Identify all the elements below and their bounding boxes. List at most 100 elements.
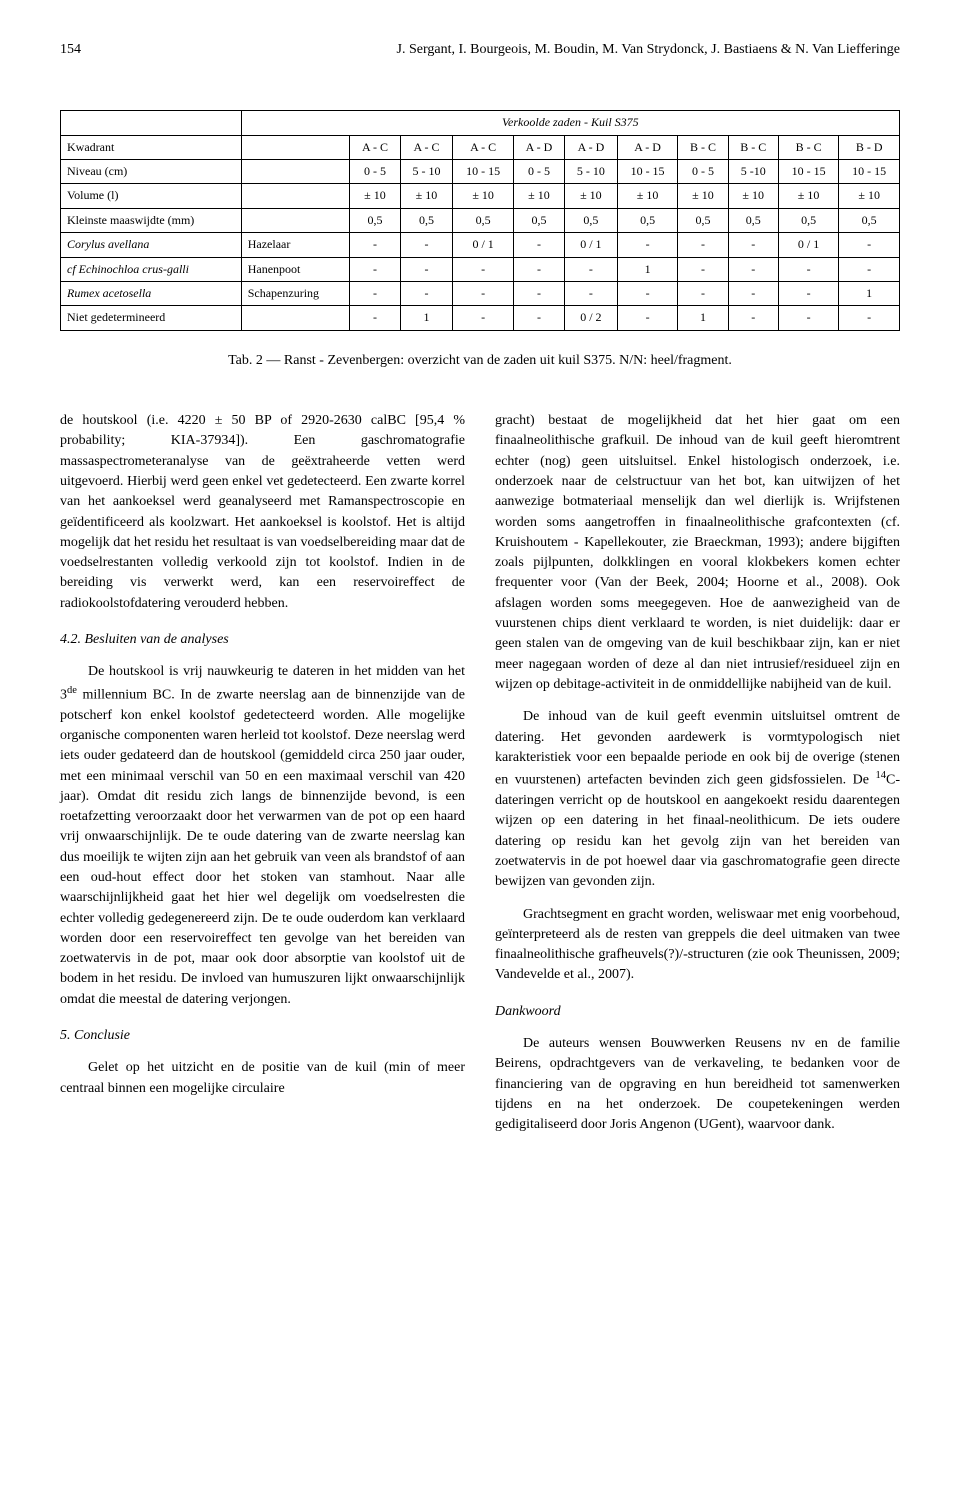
table-cell: - (400, 257, 453, 281)
table-cell: A - D (565, 135, 618, 159)
table-cell: - (728, 306, 778, 330)
table-cell: - (400, 233, 453, 257)
table-cell: A - C (453, 135, 514, 159)
table-cell: 0,5 (839, 208, 900, 232)
table-cell: ± 10 (400, 184, 453, 208)
table-cell: - (778, 257, 839, 281)
table-caption: Tab. 2 — Ranst - Zevenbergen: overzicht … (60, 351, 900, 371)
table-cell: - (778, 282, 839, 306)
table-cell: B - C (728, 135, 778, 159)
table-cell: 0,5 (513, 208, 564, 232)
table-cell: 0,5 (350, 208, 400, 232)
table-cell: 10 - 15 (778, 160, 839, 184)
table-cell: 0,5 (453, 208, 514, 232)
table-cell: 0 - 5 (678, 160, 728, 184)
table-title: Verkoolde zaden - Kuil S375 (241, 111, 899, 135)
dankwoord-heading: Dankwoord (495, 1002, 900, 1022)
table-cell: - (453, 257, 514, 281)
table-cell: B - D (839, 135, 900, 159)
species-latin: cf Echinochloa crus-galli (61, 257, 242, 281)
table-cell: 10 - 15 (453, 160, 514, 184)
table-cell: 0 / 2 (565, 306, 618, 330)
section-heading-5: 5. Conclusie (60, 1026, 465, 1046)
table-cell: ± 10 (350, 184, 400, 208)
body-paragraph: De auteurs wensen Bouwwerken Reusens nv … (495, 1034, 900, 1135)
table-cell: 0,5 (565, 208, 618, 232)
table-cell: - (565, 257, 618, 281)
table-cell: 5 -10 (728, 160, 778, 184)
running-header: 154 J. Sergant, I. Bourgeois, M. Boudin,… (60, 40, 900, 60)
row-label-volume: Volume (l) (61, 184, 242, 208)
table-cell: - (350, 306, 400, 330)
body-paragraph: gracht) bestaat de mogelijkheid dat het … (495, 411, 900, 695)
running-head-authors: J. Sergant, I. Bourgeois, M. Boudin, M. … (397, 40, 900, 60)
table-cell: - (513, 282, 564, 306)
row-label-kwadrant: Kwadrant (61, 135, 242, 159)
table-cell: - (617, 233, 678, 257)
table-cell: - (778, 306, 839, 330)
table-cell: - (513, 257, 564, 281)
text-span: millennium BC. In de zwarte neerslag aan… (60, 687, 465, 1006)
table-cell: ± 10 (617, 184, 678, 208)
table-cell: 0,5 (400, 208, 453, 232)
table-cell: 0,5 (728, 208, 778, 232)
table-cell: - (400, 282, 453, 306)
table-cell: - (453, 282, 514, 306)
table-cell: ± 10 (778, 184, 839, 208)
table-cell: - (678, 233, 728, 257)
species-common: Hanenpoot (241, 257, 350, 281)
body-columns: de houtskool (i.e. 4220 ± 50 BP of 2920-… (60, 411, 900, 1135)
table-cell: A - D (513, 135, 564, 159)
table-cell: 5 - 10 (565, 160, 618, 184)
table-cell: ± 10 (565, 184, 618, 208)
table-cell: 0 - 5 (513, 160, 564, 184)
row-label-maaswijdte: Kleinste maaswijdte (mm) (61, 208, 242, 232)
body-paragraph: De inhoud van de kuil geeft evenmin uits… (495, 707, 900, 892)
table-cell: 1 (678, 306, 728, 330)
table-cell: 5 - 10 (400, 160, 453, 184)
superscript: de (67, 685, 77, 696)
table-cell: 0,5 (678, 208, 728, 232)
body-paragraph: De houtskool is vrij nauwkeurig te dater… (60, 662, 465, 1010)
table-cell: A - C (400, 135, 453, 159)
table-cell: - (678, 282, 728, 306)
table-cell: 10 - 15 (617, 160, 678, 184)
table-cell: ± 10 (839, 184, 900, 208)
body-paragraph: de houtskool (i.e. 4220 ± 50 BP of 2920-… (60, 411, 465, 614)
species-latin: Niet gedetermineerd (61, 306, 242, 330)
table-cell: 0 / 1 (453, 233, 514, 257)
table-cell: 0 / 1 (778, 233, 839, 257)
table-cell: - (350, 257, 400, 281)
table-cell: - (728, 257, 778, 281)
data-table: Verkoolde zaden - Kuil S375 Kwadrant A -… (60, 110, 900, 331)
text-span: De inhoud van de kuil geeft evenmin uits… (495, 709, 900, 788)
species-common: Schapenzuring (241, 282, 350, 306)
table-cell: B - C (778, 135, 839, 159)
table-cell: 0,5 (617, 208, 678, 232)
table-cell: - (565, 282, 618, 306)
row-label-niveau: Niveau (cm) (61, 160, 242, 184)
superscript: 14 (876, 770, 887, 781)
table-cell: - (617, 306, 678, 330)
table-cell: - (678, 257, 728, 281)
table-cell: ± 10 (678, 184, 728, 208)
table-cell: - (350, 233, 400, 257)
table-cell: - (453, 306, 514, 330)
table-cell: B - C (678, 135, 728, 159)
text-span: C-dateringen verricht op de houtskool en… (495, 773, 900, 889)
species-common (241, 306, 350, 330)
table-cell: 1 (839, 282, 900, 306)
section-heading-4-2: 4.2. Besluiten van de analyses (60, 630, 465, 650)
body-paragraph: Gelet op het uitzicht en de positie van … (60, 1058, 465, 1099)
table-cell: - (513, 306, 564, 330)
table-cell: A - C (350, 135, 400, 159)
species-latin: Rumex acetosella (61, 282, 242, 306)
table-cell: 0 - 5 (350, 160, 400, 184)
table-cell: 1 (400, 306, 453, 330)
table-cell: 0 / 1 (565, 233, 618, 257)
table-cell: - (839, 257, 900, 281)
table-cell: - (617, 282, 678, 306)
table-cell: - (350, 282, 400, 306)
table-cell: 1 (617, 257, 678, 281)
table-cell: - (839, 233, 900, 257)
